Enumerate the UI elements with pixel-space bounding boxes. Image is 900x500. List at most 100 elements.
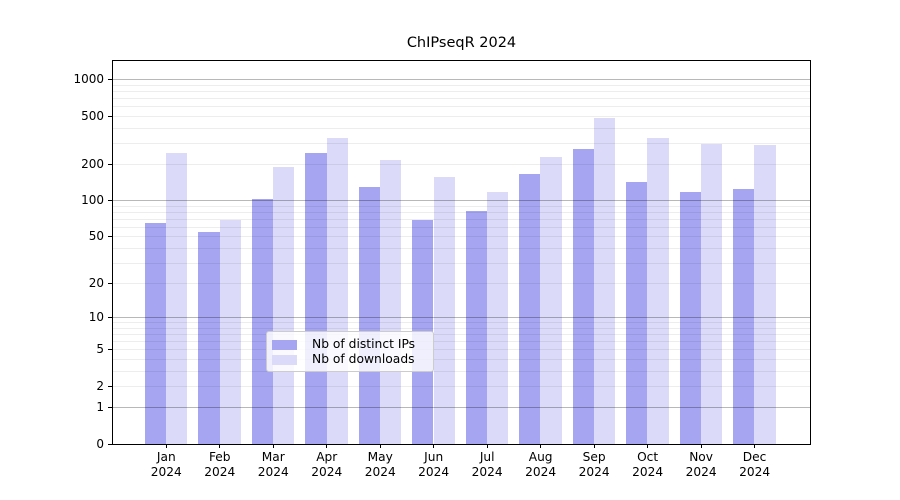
y-tick-label: 50 <box>88 229 104 244</box>
y-tick-label: 5 <box>96 342 104 357</box>
legend-swatch-downloads <box>272 354 297 365</box>
bar-nb-of-distinct-ips-jan <box>144 222 167 444</box>
x-tick <box>326 444 328 448</box>
x-tick-label: Nov 2024 <box>685 450 717 479</box>
gridline-minor <box>113 349 810 351</box>
gridline-minor <box>113 359 810 361</box>
x-tick <box>272 444 274 448</box>
y-tick <box>108 236 112 238</box>
gridline-major <box>113 79 810 81</box>
gridline-minor <box>113 322 810 324</box>
legend-item-distinct-ips: Nb of distinct IPs <box>272 337 425 352</box>
bar-nb-of-downloads-nov <box>700 143 723 444</box>
bar-nb-of-distinct-ips-feb <box>198 231 220 444</box>
x-tick <box>593 444 595 448</box>
legend-label-downloads: Nb of downloads <box>312 352 415 366</box>
gridline-minor <box>113 164 810 166</box>
y-tick-label: 100 <box>81 193 104 208</box>
x-tick <box>379 444 381 448</box>
legend-swatch-distinct-ips <box>272 339 297 350</box>
x-tick-label: May 2024 <box>364 450 396 479</box>
x-tick-label: Jan 2024 <box>150 450 182 479</box>
bar-nb-of-downloads-apr <box>326 137 348 444</box>
y-tick-label: 500 <box>81 108 104 123</box>
y-tick <box>108 200 112 202</box>
legend-item-downloads: Nb of downloads <box>272 352 425 367</box>
bar-nb-of-distinct-ips-mar <box>251 198 274 444</box>
bar-nb-of-distinct-ips-sep <box>572 149 594 444</box>
bar-nb-of-downloads-sep <box>593 118 616 444</box>
gridline-minor <box>113 218 810 220</box>
gridline-minor <box>113 334 810 336</box>
y-tick-label: 1000 <box>73 72 104 87</box>
gridline-minor <box>113 212 810 214</box>
x-tick <box>540 444 542 448</box>
chart-title: ChIPseqR 2024 <box>406 35 517 51</box>
gridline-minor <box>113 247 810 249</box>
bar-nb-of-distinct-ips-may <box>358 187 380 444</box>
y-tick <box>108 317 112 319</box>
legend: Nb of distinct IPs Nb of downloads <box>266 331 434 372</box>
gridline-minor <box>113 127 810 129</box>
bar-nb-of-downloads-jun <box>433 177 455 444</box>
gridline-minor <box>113 370 810 372</box>
gridline-minor <box>113 106 810 108</box>
gridline-minor <box>113 115 810 117</box>
x-tick <box>433 444 435 448</box>
gridline-minor <box>113 226 810 228</box>
gridline-minor <box>113 91 810 93</box>
x-tick-label: Mar 2024 <box>257 450 289 479</box>
bar-nb-of-downloads-dec <box>754 144 776 444</box>
y-tick-label: 20 <box>88 276 104 291</box>
bar-nb-of-distinct-ips-dec <box>732 188 755 444</box>
bar-nb-of-distinct-ips-oct <box>626 181 648 444</box>
y-tick-label: 1 <box>96 400 104 415</box>
y-tick <box>108 79 112 81</box>
plot-area <box>112 60 811 445</box>
y-tick <box>108 444 112 445</box>
y-tick <box>108 407 112 409</box>
x-tick-label: Oct 2024 <box>632 450 664 479</box>
bar-nb-of-distinct-ips-jul <box>465 211 487 444</box>
bar-nb-of-downloads-may <box>380 159 402 444</box>
x-tick-label: Dec 2024 <box>739 450 771 479</box>
y-tick <box>108 283 112 285</box>
y-tick <box>108 349 112 351</box>
gridline-major <box>113 407 810 409</box>
gridline-minor <box>113 84 810 86</box>
x-tick-label: Aug 2024 <box>525 450 557 479</box>
x-tick-label: Jun 2024 <box>418 450 450 479</box>
gridline-minor <box>113 283 810 285</box>
x-tick-label: Sep 2024 <box>578 450 610 479</box>
bar-nb-of-downloads-jul <box>486 191 509 444</box>
x-tick <box>700 444 702 448</box>
gridline-major <box>113 317 810 319</box>
x-tick <box>754 444 756 448</box>
gridline-minor <box>113 98 810 100</box>
y-tick-label: 10 <box>88 310 104 325</box>
bar-nb-of-downloads-feb <box>219 219 241 444</box>
gridline-minor <box>113 386 810 387</box>
x-tick-label: Feb 2024 <box>204 450 236 479</box>
bar-nb-of-downloads-oct <box>647 137 669 444</box>
gridline-minor <box>113 262 810 264</box>
x-tick-label: Jul 2024 <box>471 450 503 479</box>
x-tick-label: Apr 2024 <box>311 450 343 479</box>
y-tick-label: 0 <box>96 437 104 451</box>
bar-nb-of-distinct-ips-nov <box>679 191 701 444</box>
bar-nb-of-distinct-ips-aug <box>519 174 541 444</box>
x-tick <box>219 444 221 448</box>
bar-nb-of-downloads-mar <box>273 166 295 444</box>
bar-nb-of-distinct-ips-apr <box>305 153 327 444</box>
y-tick <box>108 386 112 387</box>
bar-nb-of-downloads-jan <box>166 152 188 444</box>
gridline-minor <box>113 205 810 207</box>
gridline-major <box>113 200 810 202</box>
y-tick <box>108 164 112 166</box>
gridline-minor <box>113 328 810 329</box>
x-tick <box>165 444 167 448</box>
gridline-minor <box>113 236 810 238</box>
x-tick <box>486 444 488 448</box>
legend-label-distinct-ips: Nb of distinct IPs <box>312 337 416 351</box>
